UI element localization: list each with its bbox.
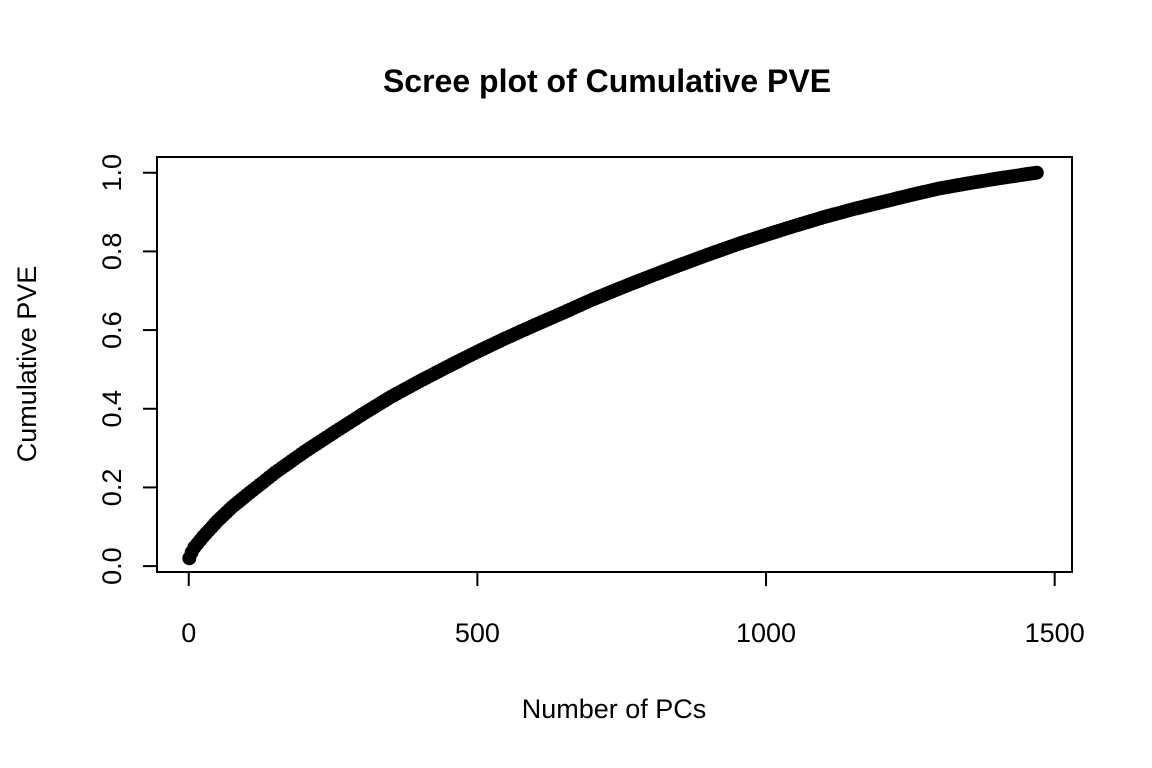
y-tick-label: 0.8 [97, 233, 127, 271]
plot-frame [156, 156, 1073, 573]
chart-title: Scree plot of Cumulative PVE [383, 63, 831, 99]
y-tick-label: 0.0 [97, 547, 127, 585]
y-tick-label: 1.0 [97, 154, 127, 192]
x-axis: 0 500 1000 1500 [181, 571, 1085, 648]
y-axis-label: Cumulative PVE [12, 266, 42, 463]
y-tick-label: 0.6 [97, 311, 127, 349]
y-tick-label: 0.2 [97, 469, 127, 507]
y-axis: 0.0 0.2 0.4 0.6 0.8 1.0 [97, 154, 158, 585]
data-points [182, 165, 1044, 566]
x-tick-label: 1500 [1025, 618, 1085, 648]
data-point [1029, 165, 1044, 180]
x-tick-label: 500 [455, 618, 500, 648]
y-tick-label: 0.4 [97, 390, 127, 428]
x-tick-label: 1000 [736, 618, 796, 648]
x-axis-label: Number of PCs [522, 694, 707, 724]
x-tick-label: 0 [181, 618, 196, 648]
